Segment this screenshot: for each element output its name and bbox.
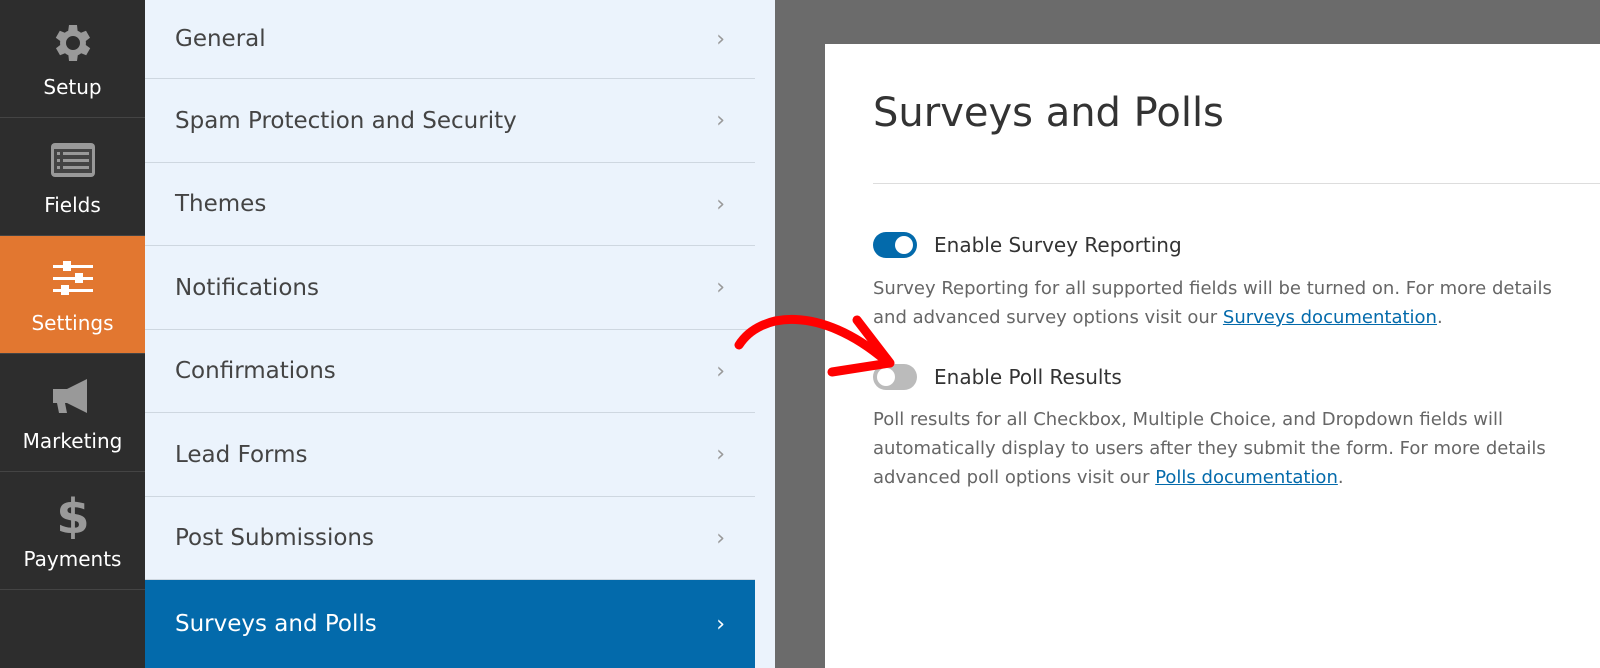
survey-reporting-row: Enable Survey Reporting <box>873 232 1182 258</box>
sliders-icon <box>52 260 93 295</box>
menu-item-surveys-polls[interactable]: Surveys and Polls › <box>145 580 755 668</box>
desc-text: Survey Reporting for all supported field… <box>873 278 1552 328</box>
menu-label: Spam Protection and Security <box>175 107 517 134</box>
chevron-right-icon: › <box>716 275 725 300</box>
divider <box>873 183 1600 184</box>
menu-label: Surveys and Polls <box>175 611 377 637</box>
sidebar-item-payments[interactable]: $ Payments <box>0 472 145 590</box>
page-title: Surveys and Polls <box>873 90 1224 136</box>
chevron-right-icon: › <box>716 191 725 217</box>
sidebar-item-setup[interactable]: Setup <box>0 0 145 118</box>
sidebar-label: Payments <box>23 546 122 571</box>
sidebar: Setup Fields Settings Marketing $ Paymen… <box>0 0 145 668</box>
sidebar-label: Setup <box>43 74 102 99</box>
sidebar-item-settings[interactable]: Settings <box>0 236 145 354</box>
poll-results-toggle[interactable] <box>873 364 917 390</box>
settings-menu: General › Spam Protection and Security › T… <box>145 0 775 668</box>
menu-item-spam[interactable]: Spam Protection and Security › <box>145 79 755 163</box>
desc-end: . <box>1436 307 1443 328</box>
polls-doc-link[interactable]: Polls documentation <box>1155 467 1338 488</box>
menu-label: General <box>175 26 266 52</box>
megaphone-icon <box>52 378 87 413</box>
survey-reporting-description: Survey Reporting for all supported field… <box>873 274 1573 332</box>
chevron-right-icon: › <box>716 358 725 384</box>
menu-item-notifications[interactable]: Notifications › <box>145 246 755 330</box>
menu-item-themes[interactable]: Themes › <box>145 163 755 246</box>
desc-text: Poll results for all Checkbox, Multiple … <box>873 409 1546 488</box>
svg-text:$: $ <box>56 491 89 539</box>
survey-reporting-toggle[interactable] <box>873 232 917 258</box>
poll-results-label: Enable Poll Results <box>934 365 1122 389</box>
gear-icon <box>55 24 90 61</box>
sidebar-label: Marketing <box>22 428 123 453</box>
menu-label: Lead Forms <box>175 441 308 468</box>
chevron-right-icon: › <box>716 611 725 637</box>
sidebar-label: Settings <box>31 310 114 335</box>
poll-results-description: Poll results for all Checkbox, Multiple … <box>873 405 1573 492</box>
desc-end: . <box>1337 467 1344 488</box>
sidebar-item-fields[interactable]: Fields <box>0 118 145 236</box>
chevron-right-icon: › <box>716 442 725 467</box>
survey-reporting-label: Enable Survey Reporting <box>934 233 1182 257</box>
settings-panel: Surveys and Polls Enable Survey Reportin… <box>825 44 1600 668</box>
menu-item-confirmations[interactable]: Confirmations › <box>145 330 755 413</box>
dollar-icon: $ <box>56 491 89 539</box>
chevron-right-icon: › <box>716 26 725 52</box>
menu-item-general[interactable]: General › <box>145 0 755 79</box>
poll-results-row: Enable Poll Results <box>873 364 1122 390</box>
sidebar-label: Fields <box>44 192 101 217</box>
menu-item-post-submissions[interactable]: Post Submissions › <box>145 497 755 580</box>
menu-item-lead-forms[interactable]: Lead Forms › <box>145 413 755 497</box>
sidebar-item-marketing[interactable]: Marketing <box>0 354 145 472</box>
menu-label: Themes <box>175 191 267 217</box>
surveys-doc-link[interactable]: Surveys documentation <box>1222 307 1437 328</box>
menu-label: Notifications <box>175 274 319 301</box>
menu-label: Confirmations <box>175 358 336 384</box>
chevron-right-icon: › <box>716 525 725 551</box>
chevron-right-icon: › <box>716 108 725 133</box>
menu-label: Post Submissions <box>175 525 374 551</box>
list-icon <box>50 142 95 177</box>
